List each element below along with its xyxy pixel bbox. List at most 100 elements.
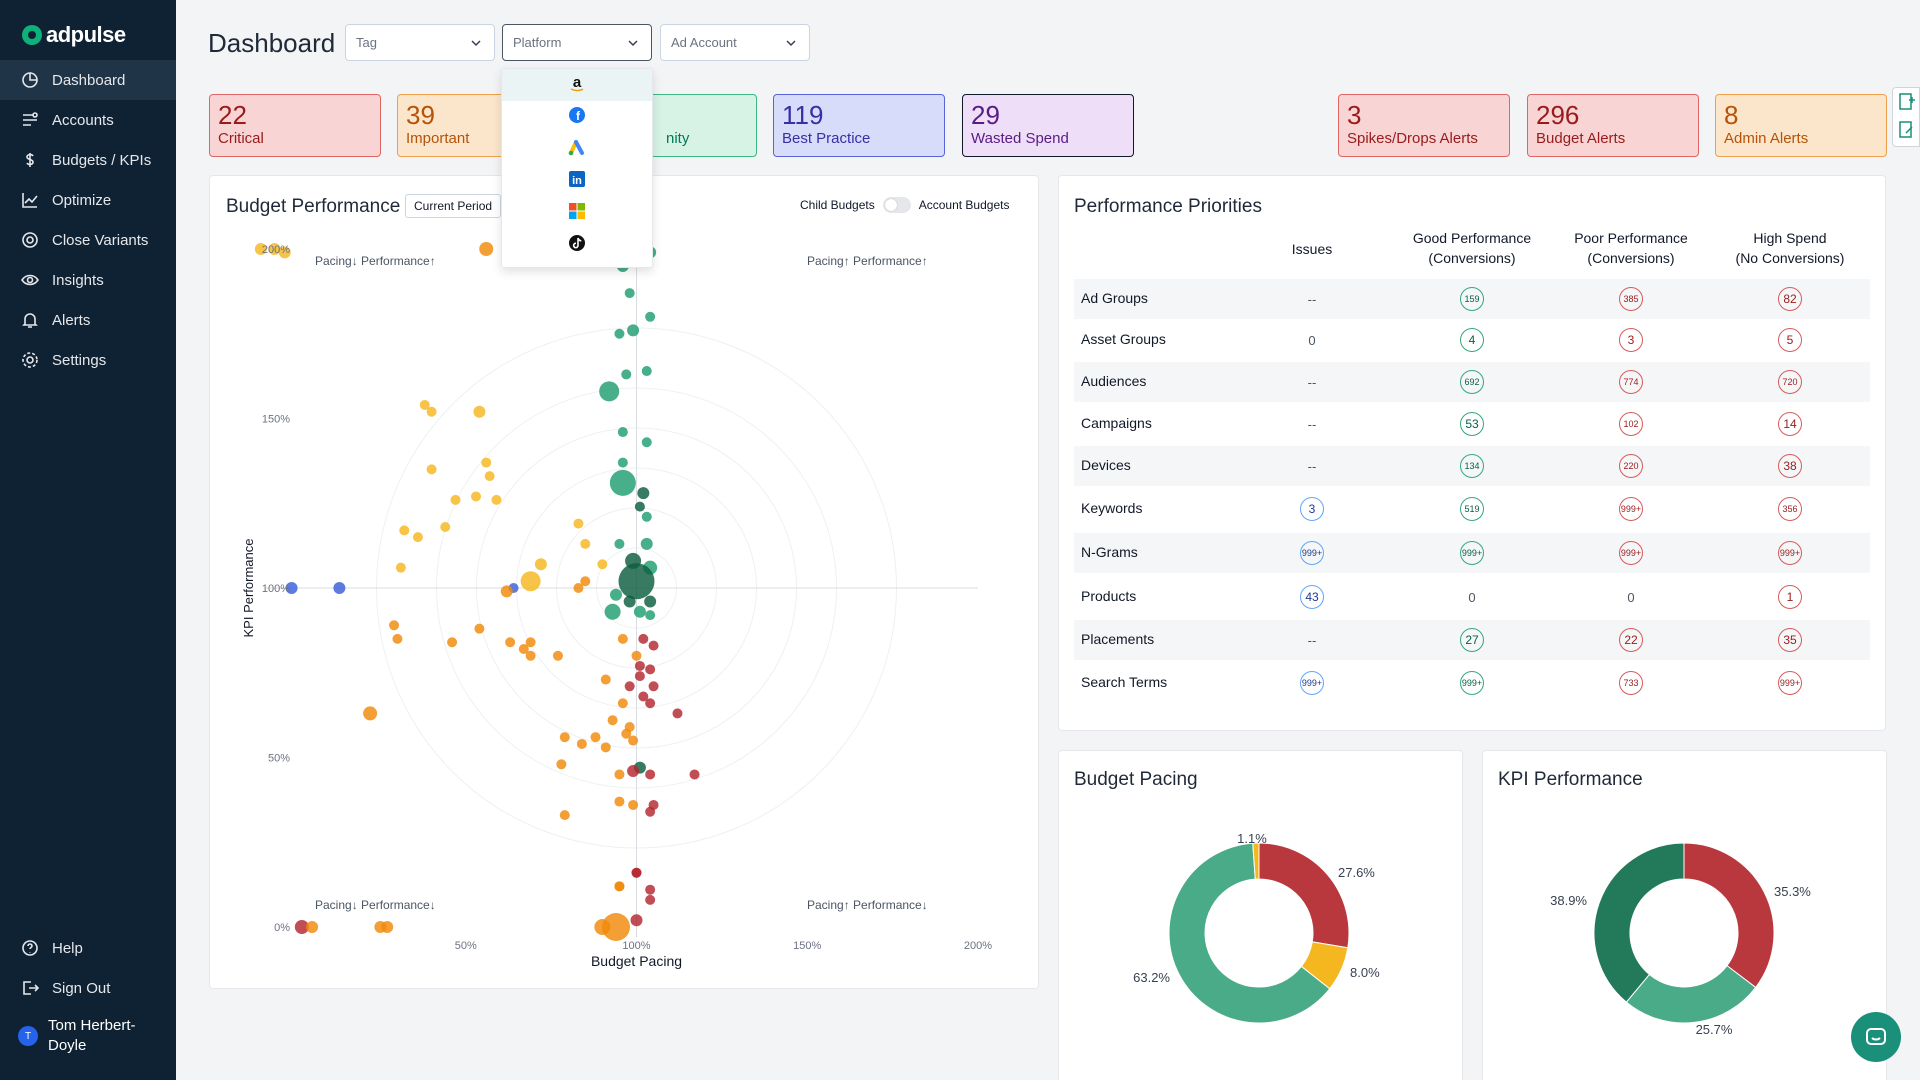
- x-tick-label: 100%: [622, 940, 650, 952]
- priority-count-badge[interactable]: 999+: [1460, 541, 1484, 565]
- platform-option-linkedin[interactable]: in: [502, 165, 652, 197]
- scatter-point: [634, 501, 645, 512]
- donut-slice[interactable]: [1252, 842, 1260, 880]
- donut-slice[interactable]: [1258, 842, 1350, 949]
- scatter-point: [597, 559, 608, 570]
- priority-count-badge[interactable]: 82: [1778, 287, 1802, 311]
- sidebar-item-close-variants[interactable]: Close Variants: [0, 220, 176, 260]
- scatter-point: [630, 914, 643, 927]
- card-count: 3: [1347, 100, 1362, 130]
- priority-count-badge[interactable]: 102: [1619, 412, 1643, 436]
- export-toolbar[interactable]: [1892, 87, 1920, 147]
- platform-option-microsoft[interactable]: [502, 197, 652, 229]
- priority-count-badge[interactable]: 999+: [1778, 671, 1802, 695]
- y-tick-label: 150%: [262, 414, 290, 426]
- scatter-point: [602, 913, 631, 941]
- scatter-point: [392, 633, 403, 644]
- card-label: Critical: [218, 130, 264, 147]
- platform-option-facebook[interactable]: f: [502, 101, 652, 133]
- sidebar-item-optimize[interactable]: Optimize: [0, 180, 176, 220]
- scatter-point: [573, 583, 584, 593]
- summary-card-admin-alerts[interactable]: 8 Admin Alerts: [1715, 94, 1887, 157]
- priority-count-badge[interactable]: 134: [1460, 454, 1484, 478]
- card-count: 29: [971, 100, 1000, 130]
- priority-count-badge[interactable]: 3: [1619, 328, 1643, 352]
- priority-count-badge[interactable]: 4: [1460, 328, 1484, 352]
- scatter-point: [614, 538, 625, 549]
- priority-count-badge[interactable]: 999+: [1300, 541, 1324, 565]
- priority-count-badge[interactable]: 519: [1460, 497, 1484, 521]
- sidebar-item-sign-out[interactable]: Sign Out: [0, 968, 176, 1008]
- scatter-point: [447, 637, 458, 648]
- priority-count-badge[interactable]: 27: [1460, 628, 1484, 652]
- linkedin-icon: in: [567, 169, 587, 194]
- priority-count-badge[interactable]: 14: [1778, 412, 1802, 436]
- priority-row-label: Keywords: [1081, 500, 1143, 516]
- priority-count-badge[interactable]: 356: [1778, 497, 1802, 521]
- period-selector[interactable]: Current Period: [405, 194, 502, 218]
- priority-count-badge[interactable]: 774: [1619, 370, 1643, 394]
- donut-slice[interactable]: [1593, 842, 1685, 1003]
- priority-count-badge[interactable]: 720: [1778, 370, 1802, 394]
- logo[interactable]: adpulse: [22, 20, 126, 50]
- priority-count-badge[interactable]: 159: [1460, 287, 1484, 311]
- priority-count-badge[interactable]: 5: [1778, 328, 1802, 352]
- card-label: nity: [666, 130, 690, 147]
- priority-value: 0: [1468, 589, 1476, 605]
- priority-count-badge[interactable]: 999+: [1619, 497, 1643, 521]
- priority-count-badge[interactable]: 3: [1300, 497, 1324, 521]
- user-profile[interactable]: T Tom Herbert-Doyle: [18, 1016, 158, 1056]
- donut-slice[interactable]: [1168, 842, 1331, 1024]
- summary-card-spikes-drops-alerts[interactable]: 3 Spikes/Drops Alerts: [1338, 94, 1510, 157]
- sidebar-item-budgets-kpis[interactable]: Budgets / KPIs: [0, 140, 176, 180]
- sidebar-item-accounts[interactable]: Accounts: [0, 100, 176, 140]
- priority-count-badge[interactable]: 733: [1619, 671, 1643, 695]
- card-label: Important: [406, 130, 470, 147]
- summary-card-budget-alerts[interactable]: 296 Budget Alerts: [1527, 94, 1699, 157]
- platform-option-google-ads[interactable]: [502, 133, 652, 165]
- priority-count-badge[interactable]: 999+: [1778, 541, 1802, 565]
- priority-count-badge[interactable]: 999+: [1619, 541, 1643, 565]
- scatter-point: [614, 796, 625, 807]
- chat-launcher-button[interactable]: [1851, 1012, 1901, 1062]
- priority-count-badge[interactable]: 999+: [1300, 671, 1324, 695]
- scatter-point: [623, 595, 636, 608]
- summary-card-best-practice[interactable]: 119 Best Practice: [773, 94, 945, 157]
- priority-value: 0: [1308, 332, 1316, 348]
- tag-filter-dropdown[interactable]: Tag: [345, 24, 495, 61]
- x-tick-label: 200%: [964, 940, 992, 952]
- platform-option-amazon[interactable]: a: [502, 69, 652, 101]
- card-label: Best Practice: [782, 130, 871, 147]
- y-tick-label: 100%: [262, 583, 290, 595]
- scatter-point: [631, 650, 642, 661]
- budget-type-toggle[interactable]: [882, 197, 911, 213]
- sidebar-item-insights[interactable]: Insights: [0, 260, 176, 300]
- platform-filter-dropdown[interactable]: Platform: [502, 24, 652, 61]
- priority-count-badge[interactable]: 1: [1778, 585, 1802, 609]
- priority-count-badge[interactable]: 43: [1300, 585, 1324, 609]
- scatter-point: [505, 637, 516, 648]
- priority-count-badge[interactable]: 22: [1619, 628, 1643, 652]
- scatter-point: [633, 605, 646, 618]
- priority-count-badge[interactable]: 35: [1778, 628, 1802, 652]
- donut-slice[interactable]: [1683, 842, 1775, 989]
- donut-slice-label: 35.3%: [1774, 884, 1811, 899]
- ad-account-filter-dropdown[interactable]: Ad Account: [660, 24, 810, 61]
- summary-card-wasted-spend[interactable]: 29 Wasted Spend: [962, 94, 1134, 157]
- sidebar-item-alerts[interactable]: Alerts: [0, 300, 176, 340]
- sidebar-item-settings[interactable]: Settings: [0, 340, 176, 380]
- priority-row-label: Products: [1081, 588, 1137, 604]
- sidebar-item-dashboard[interactable]: Dashboard: [0, 60, 176, 100]
- card-count: 22: [218, 100, 247, 130]
- priority-count-badge[interactable]: 999+: [1460, 671, 1484, 695]
- priority-count-badge[interactable]: 38: [1778, 454, 1802, 478]
- summary-card-critical[interactable]: 22 Critical: [209, 94, 381, 157]
- scatter-point: [481, 457, 492, 468]
- scatter-point: [534, 558, 547, 571]
- platform-option-tiktok[interactable]: [502, 229, 652, 261]
- sidebar-item-help[interactable]: Help: [0, 928, 176, 968]
- priority-count-badge[interactable]: 385: [1619, 287, 1643, 311]
- priority-count-badge[interactable]: 53: [1460, 412, 1484, 436]
- priority-count-badge[interactable]: 220: [1619, 454, 1643, 478]
- priority-count-badge[interactable]: 692: [1460, 370, 1484, 394]
